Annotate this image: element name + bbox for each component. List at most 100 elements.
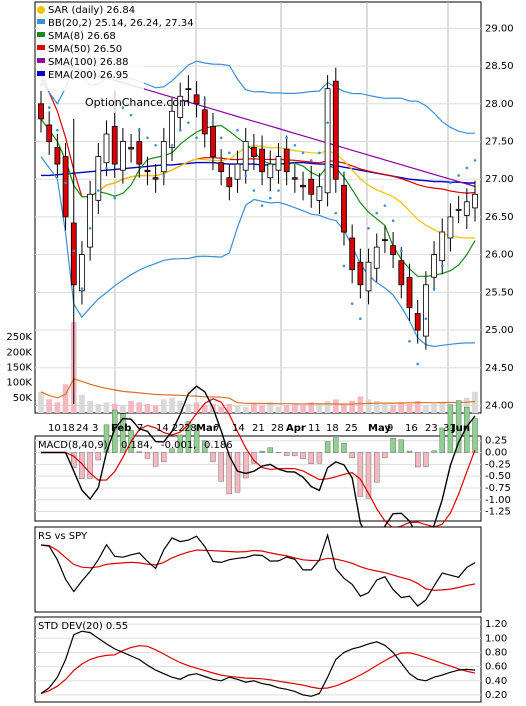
macd-histogram-bar	[152, 452, 159, 467]
sar-dot	[105, 166, 108, 170]
x-tick-label: 22	[172, 423, 185, 434]
sar-dot	[293, 143, 297, 147]
macd-histogram-bar	[406, 450, 413, 453]
candle-body	[111, 126, 118, 165]
volume-bar	[341, 403, 347, 413]
sar-dot	[260, 204, 264, 207]
macd-histogram-bar	[374, 452, 380, 483]
volume-bar	[79, 394, 85, 413]
macd-histogram-bar	[398, 439, 404, 453]
sar-dot	[47, 106, 51, 109]
x-tick-label: 16	[405, 423, 418, 434]
sar-dot	[416, 362, 419, 366]
x-tick-label: 14	[232, 423, 245, 434]
x-tick-label: Feb	[111, 423, 131, 434]
legend-swatch	[37, 71, 45, 76]
macd-histogram-bar	[210, 452, 216, 462]
volume-bar	[234, 405, 241, 413]
sar-dot	[170, 143, 174, 147]
sar-dot	[154, 143, 157, 147]
x-tick-label: 11	[308, 423, 321, 434]
macd-histogram-bar	[439, 427, 445, 453]
sar-dot	[162, 174, 166, 177]
candle-body	[300, 184, 306, 188]
macd-histogram-bar	[111, 409, 118, 453]
x-tick-label: 7	[214, 423, 220, 434]
candle-body	[283, 148, 290, 173]
candle-body	[95, 156, 102, 201]
volume-bar	[357, 396, 364, 413]
legend-entry: SMA(100) 26.88	[48, 57, 129, 68]
legend-box	[36, 3, 144, 91]
sar-dot	[359, 317, 362, 321]
candle-body	[275, 156, 282, 171]
bb-mid-line	[40, 118, 475, 239]
std-tick-label: 1.20	[485, 619, 507, 630]
volume-bar	[128, 400, 134, 413]
candle-body	[46, 124, 53, 142]
x-tick-label: 14	[156, 423, 169, 434]
macd-histogram-bar	[357, 452, 364, 497]
rs-label: RS vs SPY	[38, 531, 88, 542]
candle-body	[234, 163, 241, 180]
candle-body	[54, 147, 61, 165]
sar-dot	[252, 189, 256, 192]
candle-body	[455, 208, 462, 211]
macd-histogram-bar	[144, 452, 151, 459]
legend-entry: BB(20,2) 25.14, 26.24, 27.34	[48, 18, 194, 29]
candle-body	[398, 260, 405, 286]
macd-histogram-bar	[169, 448, 175, 453]
volume-bar	[152, 405, 159, 413]
candle-body	[414, 313, 421, 331]
volume-bar	[54, 402, 61, 413]
std-tick-label: 1.00	[485, 633, 507, 644]
macd-histogram-bar	[390, 438, 396, 453]
candle-body	[250, 147, 257, 157]
volume-bar	[423, 405, 429, 413]
macd-histogram-bar	[349, 452, 355, 459]
volume-bar	[406, 403, 413, 413]
volume-bar	[111, 403, 118, 413]
macd-histogram-bar	[267, 447, 273, 453]
sar-dot	[326, 121, 329, 124]
sar-dot	[318, 151, 321, 155]
sar-dot	[285, 136, 288, 140]
macd-tick-label: -0.50	[485, 471, 511, 482]
candle-body	[62, 156, 69, 218]
volume-tick-label: 150K	[6, 363, 32, 374]
macd-histogram-bar	[333, 437, 339, 453]
volume-bar	[218, 406, 224, 413]
sar-dot	[473, 159, 477, 162]
candle-body	[218, 162, 225, 173]
candle-body	[169, 110, 175, 148]
candle-body	[390, 245, 397, 256]
volume-average-line	[40, 377, 476, 405]
sar-dot	[211, 121, 215, 124]
sar-dot	[391, 219, 395, 222]
x-tick-label: 25	[345, 423, 358, 434]
volume-bar	[161, 399, 167, 413]
volume-bar	[267, 402, 274, 413]
x-tick-label: May	[368, 423, 391, 434]
std-tick-label: 0.80	[485, 647, 507, 658]
volume-tick-label: 200K	[6, 347, 32, 358]
candle-body	[70, 222, 77, 286]
sar-dot	[244, 174, 248, 177]
candle-body	[316, 186, 323, 201]
legend-swatch	[37, 32, 45, 37]
volume-bar	[185, 403, 192, 413]
macd-histogram-bar	[120, 413, 126, 453]
macd-signal-line	[41, 398, 476, 529]
candle-body	[79, 254, 85, 292]
candle-body	[152, 177, 159, 180]
watermark: OptionChance.com	[85, 96, 190, 109]
volume-bar	[390, 405, 396, 413]
candle-body	[144, 169, 151, 173]
macd-tick-label: -1.00	[485, 495, 511, 506]
candle-body	[472, 193, 478, 209]
candle-body	[128, 147, 135, 150]
macd-histogram-bar	[251, 452, 257, 464]
y-tick-label: 24.50	[485, 363, 514, 374]
